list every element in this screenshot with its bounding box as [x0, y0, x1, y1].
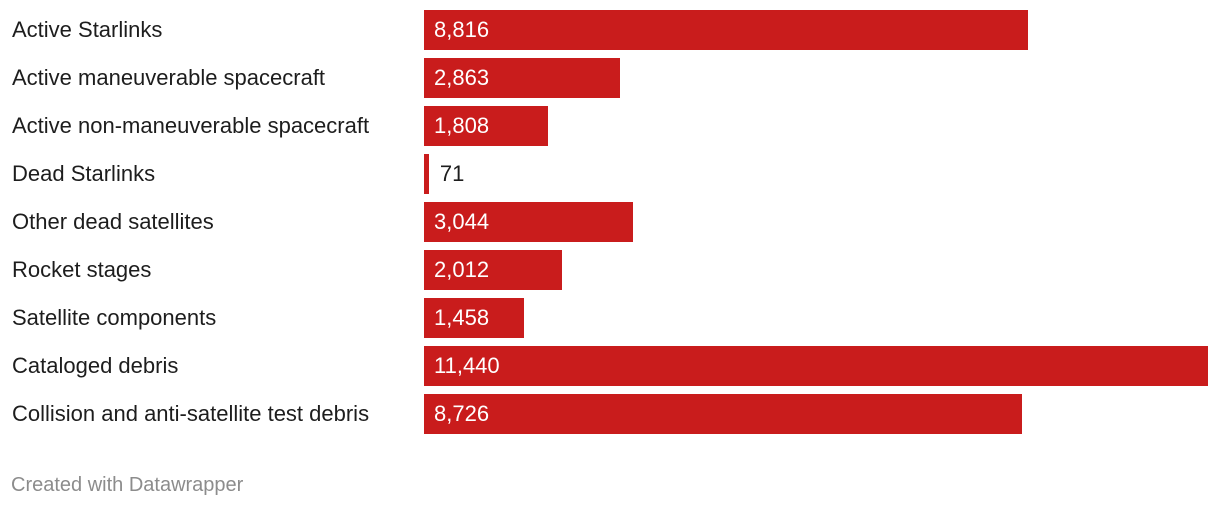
- value-label: 8,816: [434, 17, 490, 42]
- bar: [424, 202, 633, 242]
- bar: [424, 298, 524, 338]
- bar: [424, 106, 548, 146]
- category-label: Active non-maneuverable spacecraft: [12, 113, 370, 138]
- category-label: Dead Starlinks: [12, 161, 156, 186]
- bar: [424, 346, 1208, 386]
- category-label: Other dead satellites: [12, 209, 214, 234]
- category-label: Active Starlinks: [12, 17, 163, 42]
- value-label: 8,726: [434, 401, 490, 426]
- category-label: Collision and anti-satellite test debris: [12, 401, 370, 426]
- bar: [424, 10, 1029, 50]
- value-label: 1,458: [434, 305, 490, 330]
- bar: [424, 394, 1022, 434]
- value-label: 2,012: [434, 257, 490, 282]
- category-label: Satellite components: [12, 305, 217, 330]
- value-label: 11,440: [434, 353, 500, 378]
- datawrapper-credit: Created with Datawrapper: [11, 474, 244, 496]
- value-label: 71: [439, 161, 465, 186]
- bar: [424, 154, 429, 194]
- bar: [424, 58, 621, 98]
- bar: [424, 250, 562, 290]
- category-label: Cataloged debris: [12, 353, 179, 378]
- value-label: 2,863: [434, 65, 490, 90]
- value-label: 1,808: [434, 113, 490, 138]
- bar-chart: Active Starlinks 8,816 Active maneuverable…: [12, 10, 1208, 434]
- category-label: Rocket stages: [12, 257, 152, 282]
- category-label: Active maneuverable spacecraft: [12, 65, 326, 90]
- value-label: 3,044: [434, 209, 490, 234]
